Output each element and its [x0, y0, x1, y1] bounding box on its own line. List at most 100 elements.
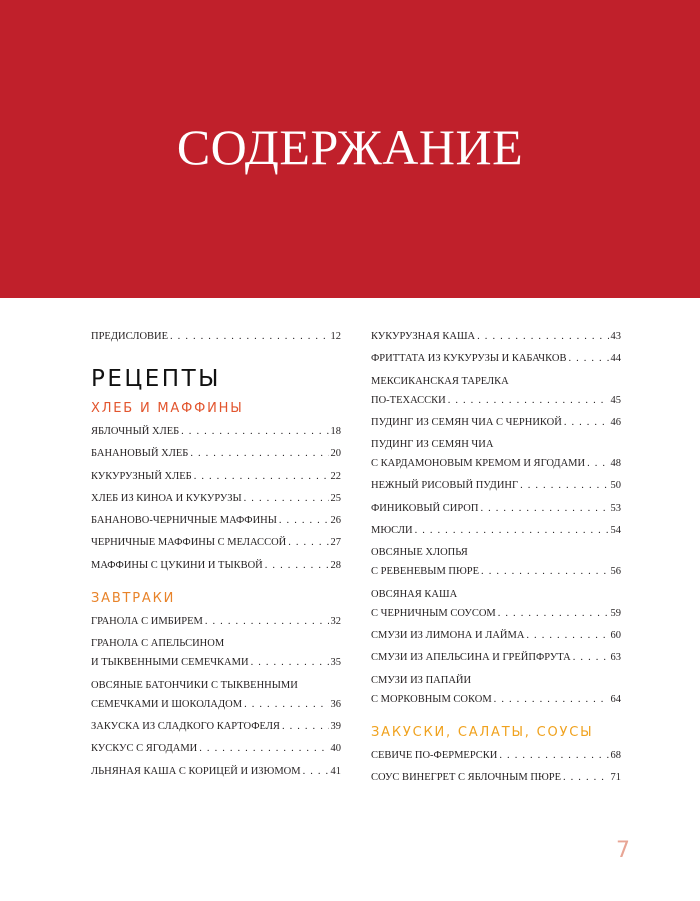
entry-last-line: ХЛЕБ ИЗ КИНОА И КУКУРУЗЫ 25 [91, 489, 341, 508]
toc-entry[interactable]: ЗАКУСКА ИЗ СЛАДКОГО КАРТОФЕЛЯ 39 [91, 717, 341, 736]
entry-title-line: ОВСЯНАЯ КАША [371, 588, 458, 600]
entry-page-number: 27 [330, 537, 342, 549]
entry-title-line: СЕМЕЧКАМИ И ШОКОЛАДОМ [91, 698, 243, 710]
entry-last-line: ФИНИКОВЫЙ СИРОП 53 [371, 499, 621, 518]
entry-last-line: СОУС ВИНЕГРЕТ С ЯБЛОЧНЫМ ПЮРЕ 71 [371, 768, 621, 787]
entry-title-line: БАНАНОВЫЙ ХЛЕБ [91, 448, 189, 460]
entry-page-number: 28 [330, 559, 342, 571]
toc-entry[interactable]: КУКУРУЗНАЯ КАША 43 [371, 327, 621, 346]
entry-title-line: СМУЗИ ИЗ АПЕЛЬСИНА И ГРЕЙПФРУТА [371, 652, 571, 664]
entry-title-line: ПУДИНГ ИЗ СЕМЯН ЧИА С ЧЕРНИКОЙ [371, 416, 562, 428]
dot-leader [244, 489, 329, 508]
entry-last-line: СЕМЕЧКАМИ И ШОКОЛАДОМ 36 [91, 695, 341, 714]
dot-leader [573, 648, 609, 667]
toc-entry[interactable]: НЕЖНЫЙ РИСОВЫЙ ПУДИНГ 50 [371, 476, 621, 495]
entry-title-line: ЗАКУСКА ИЗ СЛАДКОГО КАРТОФЕЛЯ [91, 720, 280, 732]
dot-leader [199, 739, 328, 758]
entry-page-number: 68 [610, 749, 622, 761]
toc-entry[interactable]: ПУДИНГ ИЗ СЕМЯН ЧИА С КАРДАМОНОВЫМ КРЕМОМ… [371, 435, 621, 473]
toc-entry[interactable]: ПРЕДИСЛОВИЕ 12 [91, 327, 341, 346]
entry-page-number: 54 [610, 525, 622, 537]
entry-last-line: С КАРДАМОНОВЫМ КРЕМОМ И ЯГОДАМИ 48 [371, 454, 621, 473]
toc-entry[interactable]: ФИНИКОВЫЙ СИРОП 53 [371, 499, 621, 518]
dot-leader [415, 521, 609, 540]
entry-title-line: ПУДИНГ ИЗ СЕМЯН ЧИА [371, 439, 494, 451]
toc-entry[interactable]: КУКУРУЗНЫЙ ХЛЕБ 22 [91, 467, 341, 486]
entry-last-line: И ТЫКВЕННЫМИ СЕМЕЧКАМИ 35 [91, 653, 341, 672]
toc-entry[interactable]: КУСКУС С ЯГОДАМИ 40 [91, 739, 341, 758]
entry-title-line: СОУС ВИНЕГРЕТ С ЯБЛОЧНЫМ ПЮРЕ [371, 772, 561, 784]
entry-title-line: ФРИТТАТА ИЗ КУКУРУЗЫ И КАБАЧКОВ [371, 353, 567, 365]
toc-entry[interactable]: БАНАНОВО-ЧЕРНИЧНЫЕ МАФФИНЫ 26 [91, 511, 341, 530]
dot-leader [563, 768, 609, 787]
entry-page-number: 35 [330, 657, 342, 669]
entry-title-line: КУКУРУЗНЫЙ ХЛЕБ [91, 470, 192, 482]
dot-leader [480, 499, 608, 518]
entry-title-line: ГРАНОЛА С ИМБИРЕМ [91, 616, 203, 628]
toc-entry[interactable]: ФРИТТАТА ИЗ КУКУРУЗЫ И КАБАЧКОВ 44 [371, 349, 621, 368]
toc-entry[interactable]: СМУЗИ ИЗ ПАПАЙИ С МОРКОВНЫМ СОКОМ 64 [371, 671, 621, 709]
entry-last-line: КУСКУС С ЯГОДАМИ 40 [91, 739, 341, 758]
entry-page-number: 46 [610, 416, 622, 428]
entry-page-number: 40 [330, 743, 342, 755]
page-title: СОДЕРЖАНИЕ [176, 119, 524, 175]
spacer [371, 712, 621, 724]
title-band: СОДЕРЖАНИЕ [0, 0, 700, 298]
entry-page-number: 63 [610, 652, 622, 664]
entry-last-line: ПУДИНГ ИЗ СЕМЯН ЧИА С ЧЕРНИКОЙ 46 [371, 413, 621, 432]
toc-entry[interactable]: СЕВИЧЕ ПО-ФЕРМЕРСКИ 68 [371, 746, 621, 765]
toc-entry[interactable]: ГРАНОЛА С ИМБИРЕМ 32 [91, 612, 341, 631]
entry-page-number: 43 [610, 331, 622, 342]
entry-title-line: ЯБЛОЧНЫЙ ХЛЕБ [91, 426, 180, 437]
toc-entry[interactable]: ЛЬНЯНАЯ КАША С КОРИЦЕЙ И ИЗЮМОМ 41 [91, 762, 341, 781]
entry-title-line: СМУЗИ ИЗ ПАПАЙИ [371, 674, 472, 686]
toc-entry[interactable]: СМУЗИ ИЗ ЛИМОНА И ЛАЙМА 60 [371, 626, 621, 645]
dot-leader [194, 467, 329, 486]
entry-last-line: С РЕВЕНЕВЫМ ПЮРЕ 56 [371, 562, 621, 581]
toc-entry[interactable]: БАНАНОВЫЙ ХЛЕБ 20 [91, 444, 341, 463]
toc-entry[interactable]: ОВСЯНЫЕ ХЛОПЬЯ С РЕВЕНЕВЫМ ПЮРЕ 56 [371, 543, 621, 581]
dot-leader [181, 422, 328, 441]
entry-title-line: МАФФИНЫ С ЦУКИНИ И ТЫКВОЙ [91, 559, 263, 571]
entry-page-number: 41 [330, 765, 342, 777]
spacer [91, 578, 341, 590]
entry-title-line: БАНАНОВО-ЧЕРНИЧНЫЕ МАФФИНЫ [91, 515, 277, 527]
dot-leader [190, 444, 328, 463]
entry-page-number: 36 [330, 698, 342, 710]
entry-title-line: ПРЕДИСЛОВИЕ [91, 331, 169, 342]
toc-entry[interactable]: ЯБЛОЧНЫЙ ХЛЕБ 18 [91, 422, 341, 441]
page-number: 7 [616, 838, 630, 863]
toc-entry[interactable]: СМУЗИ ИЗ АПЕЛЬСИНА И ГРЕЙПФРУТА 63 [371, 648, 621, 667]
toc-entry[interactable]: ОВСЯНЫЕ БАТОНЧИКИ С ТЫКВЕННЫМИ СЕМЕЧКАМИ … [91, 676, 341, 714]
toc-entry[interactable]: ГРАНОЛА С АПЕЛЬСИНОМ И ТЫКВЕННЫМИ СЕМЕЧКА… [91, 634, 341, 672]
entry-title-line: С ЧЕРНИЧНЫМ СОУСОМ [371, 607, 496, 619]
entry-page-number: 60 [610, 629, 622, 641]
entry-last-line: МЮСЛИ 54 [371, 521, 621, 540]
toc-entry[interactable]: СОУС ВИНЕГРЕТ С ЯБЛОЧНЫМ ПЮРЕ 71 [371, 768, 621, 787]
dot-leader [448, 391, 609, 410]
toc-entry[interactable]: ОВСЯНАЯ КАША С ЧЕРНИЧНЫМ СОУСОМ 59 [371, 585, 621, 623]
entry-title-line: ЛЬНЯНАЯ КАША С КОРИЦЕЙ И ИЗЮМОМ [91, 765, 301, 777]
entry-last-line: СМУЗИ ИЗ ЛИМОНА И ЛАЙМА 60 [371, 626, 621, 645]
toc-entry[interactable]: ПУДИНГ ИЗ СЕМЯН ЧИА С ЧЕРНИКОЙ 46 [371, 413, 621, 432]
entry-last-line: С ЧЕРНИЧНЫМ СОУСОМ 59 [371, 604, 621, 623]
entry-title-line: С КАРДАМОНОВЫМ КРЕМОМ И ЯГОДАМИ [371, 458, 586, 470]
recipes-heading: РЕЦЕПТЫ [91, 366, 221, 392]
dot-leader [251, 653, 329, 672]
dot-leader [477, 327, 608, 346]
entry-last-line: ГРАНОЛА С ИМБИРЕМ 32 [91, 612, 341, 631]
toc-entry[interactable]: МАФФИНЫ С ЦУКИНИ И ТЫКВОЙ 28 [91, 556, 341, 575]
dot-leader [303, 762, 329, 781]
entry-title-line: ФИНИКОВЫЙ СИРОП [371, 502, 479, 514]
toc-entry[interactable]: ЧЕРНИЧНЫЕ МАФФИНЫ С МЕЛАССОЙ 27 [91, 533, 341, 552]
section-heading: ЗАВТРАКИ [91, 591, 176, 607]
entry-title-line: КУСКУС С ЯГОДАМИ [91, 743, 198, 755]
toc-entry[interactable]: МЕКСИКАНСКАЯ ТАРЕЛКА ПО-ТЕХАССКИ 45 [371, 372, 621, 410]
entry-title-line: ОВСЯНЫЕ БАТОНЧИКИ С ТЫКВЕННЫМИ [91, 679, 298, 691]
toc-entry[interactable]: ХЛЕБ ИЗ КИНОА И КУКУРУЗЫ 25 [91, 489, 341, 508]
entry-page-number: 48 [610, 458, 622, 470]
toc-left-column: ПРЕДИСЛОВИЕ 12 РЕЦЕПТЫ ХЛЕБ И МАФФИНЫ ЯБЛОЧН… [91, 327, 341, 784]
entry-page-number: 20 [330, 448, 342, 460]
entry-title-line: СМУЗИ ИЗ ЛИМОНА И ЛАЙМА [371, 629, 525, 641]
toc-entry[interactable]: МЮСЛИ 54 [371, 521, 621, 540]
